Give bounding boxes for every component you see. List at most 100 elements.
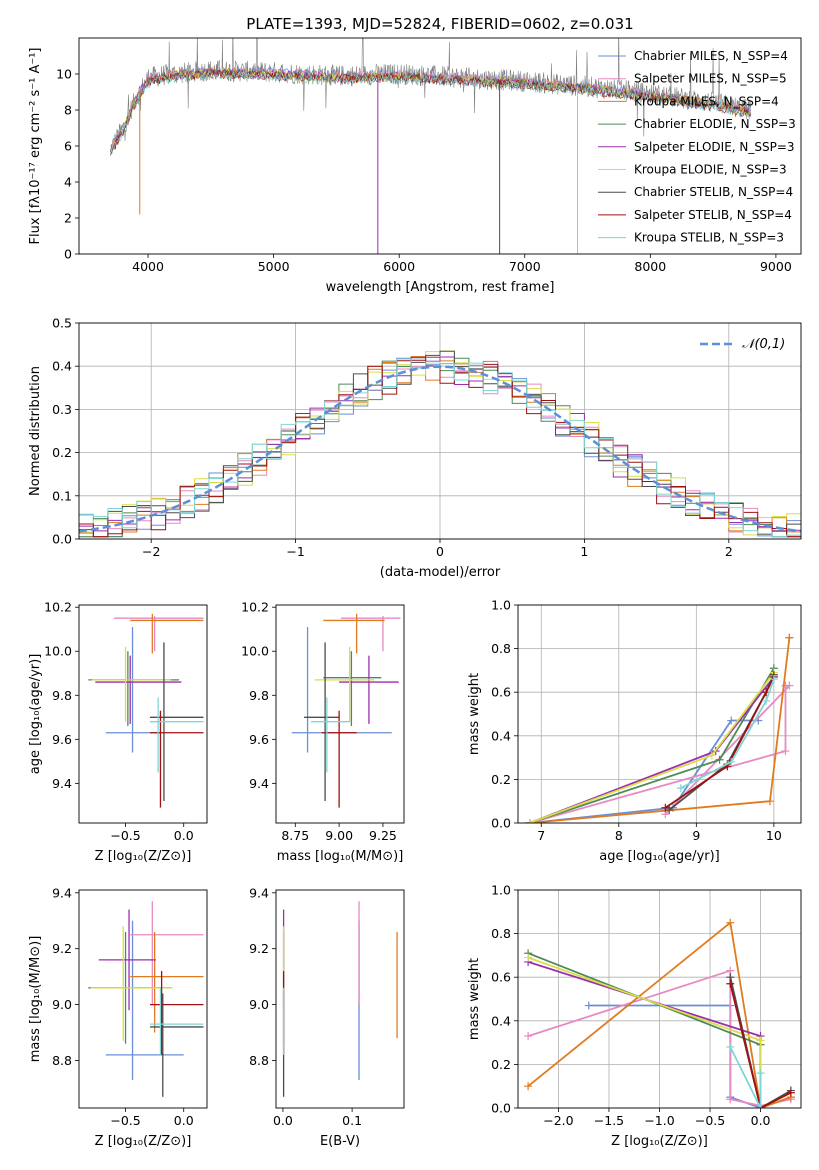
weight-vs-Z-plot: −2.0 −1.5 −1.0 −0.5 0.0 0.0 0.2 0.4 0.6 0.8 1.0 Z [… [467,883,802,1149]
x-tick-label: 7000 [509,259,541,274]
legend-label: Kroupa ELODIE, N_SSP=3 [634,163,787,177]
legend-label: Chabrier MILES, N_SSP=4 [634,49,788,63]
model-spectrum [110,70,751,155]
y-tick-label: 9.2 [52,941,72,956]
y-tick-label: 9.0 [249,997,269,1012]
y-tick-label: 9.2 [249,941,269,956]
x-tick-label: 6000 [383,259,415,274]
y-tick-label: 0.0 [491,816,511,831]
x-tick-label: 9.00 [325,828,353,843]
residual-histogram [79,358,801,538]
y-tick-label: 0.0 [491,1101,511,1116]
x-axis-label: Z [log₁₀(Z/Z⊙)] [95,849,192,864]
x-axis-label: Z [log₁₀(Z/Z⊙)] [95,1134,192,1149]
x-tick-label: 9.25 [369,828,397,843]
axes-frame [78,322,802,540]
weight-vs-age-plot: 7 8 9 10 0.0 0.2 0.4 0.6 0.8 1.0 age [log₁₀(age/yr… [467,598,802,864]
weight-series-line [529,637,791,823]
y-tick-label: 0.2 [491,772,511,787]
x-tick-label: 0 [436,544,444,559]
y-tick-label: 0.3 [52,402,72,417]
x-axis-label: age [log₁₀(age/yr)] [599,849,720,864]
axes-frame [517,604,802,824]
weight-marker [727,716,736,725]
y-tick-label: 0.6 [491,685,511,700]
x-axis-label: E(B-V) [320,1134,360,1149]
age-vs-Z-plot: −0.5 0.0 9.4 9.6 9.8 10.0 10.2 Z [log₁₀(Z/Z⊙)] a… [28,600,208,864]
x-tick-label: −2.0 [543,1113,573,1128]
x-tick-label: 0.0 [174,1113,194,1128]
errorbars [282,901,398,1097]
weight-marker [525,819,534,823]
y-axis-label: mass weight [467,958,482,1040]
y-tick-label: 9.0 [52,997,72,1012]
y-tick-label: 0.8 [491,641,511,656]
legend-label: Chabrier ELODIE, N_SSP=3 [634,117,796,131]
spectrum-plot: 4000 5000 6000 7000 8000 9000 0 2 4 6 8 10 wavelengt… [28,37,802,295]
y-tick-label: 6 [64,139,72,154]
y-tick-label: 8 [64,103,72,118]
weight-marker [524,1032,533,1041]
residual-histogram [79,356,801,532]
weight-marker [524,1082,533,1091]
axes-frame [517,889,802,1109]
y-tick-label: 9.4 [52,776,72,791]
mass-vs-Z-plot: −0.5 0.0 8.8 9.0 9.2 9.4 Z [log₁₀(Z/Z⊙)] mass [… [28,885,208,1149]
weight-marker [762,696,771,705]
x-tick-label: −1 [286,544,304,559]
weight-marker [756,1069,765,1078]
y-tick-label: 0.2 [491,1057,511,1072]
weight-series-line [527,952,762,1108]
weight-marker [726,979,735,988]
weight-marker [584,1001,593,1010]
y-tick-label: 9.8 [249,688,269,703]
x-tick-label: −1.0 [644,1113,674,1128]
weight-marker [524,953,533,962]
weight-marker [727,757,736,766]
y-tick-label: 10.2 [241,600,269,615]
weight-marker [756,1104,765,1108]
y-tick-label: 0.2 [52,445,72,460]
y-tick-label: 9.4 [52,885,72,900]
weight-series-line [729,976,792,1108]
weight-marker [661,803,670,812]
gaussian-curve [79,365,801,533]
residuals-plot: −2 −1 0 1 2 0.0 0.1 0.2 0.3 0.4 0.5 (data-model)/er… [28,316,802,580]
legend-label: Salpeter ELODIE, N_SSP=3 [634,140,795,154]
y-axis-label: Normed distribution [28,366,43,496]
weight-series-line [527,956,762,1108]
weight-marker [786,1088,795,1097]
age-vs-mass-plot: 8.75 9.00 9.25 9.4 9.6 9.8 10.0 10.2 mass [log₁₀… [241,600,405,864]
y-axis-label: mass [log₁₀(M/M⊙)] [28,936,43,1063]
errorbars [88,613,204,808]
x-tick-label: 8000 [634,259,666,274]
mass-vs-EBV-plot: 0.0 0.1 8.8 9.0 9.2 9.4 E(B-V) [249,885,405,1149]
y-tick-label: 10 [56,67,72,82]
residual-histogram [79,350,801,538]
x-tick-label: 0.0 [273,1113,293,1128]
x-tick-label: −1.5 [594,1113,624,1128]
x-tick-label: 0.1 [342,1113,362,1128]
x-tick-label: 1 [580,544,588,559]
x-tick-label: −0.5 [110,828,140,843]
x-tick-label: 9000 [760,259,792,274]
y-tick-label: 9.8 [52,688,72,703]
y-tick-label: 10.0 [44,644,72,659]
axes-frame [275,889,405,1109]
spectrum-traces [110,38,752,254]
x-tick-label: 0.0 [751,1113,771,1128]
residual-histogram [79,359,801,538]
x-tick-label: 8.75 [281,828,309,843]
x-axis-label: Z [log₁₀(Z/Z⊙)] [611,1134,708,1149]
y-tick-label: 8.8 [52,1053,72,1068]
weight-marker [726,1042,735,1051]
y-tick-label: 9.4 [249,776,269,791]
weight-marker [715,755,724,764]
x-axis-label: wavelength [Angstrom, rest frame] [326,280,555,295]
errorbars [291,613,401,808]
y-tick-label: 10.2 [44,600,72,615]
x-tick-label: 5000 [258,259,290,274]
weight-marker [707,751,716,760]
x-axis-label: mass [log₁₀(M/M⊙)] [277,849,404,864]
weight-series-line [527,961,762,1108]
